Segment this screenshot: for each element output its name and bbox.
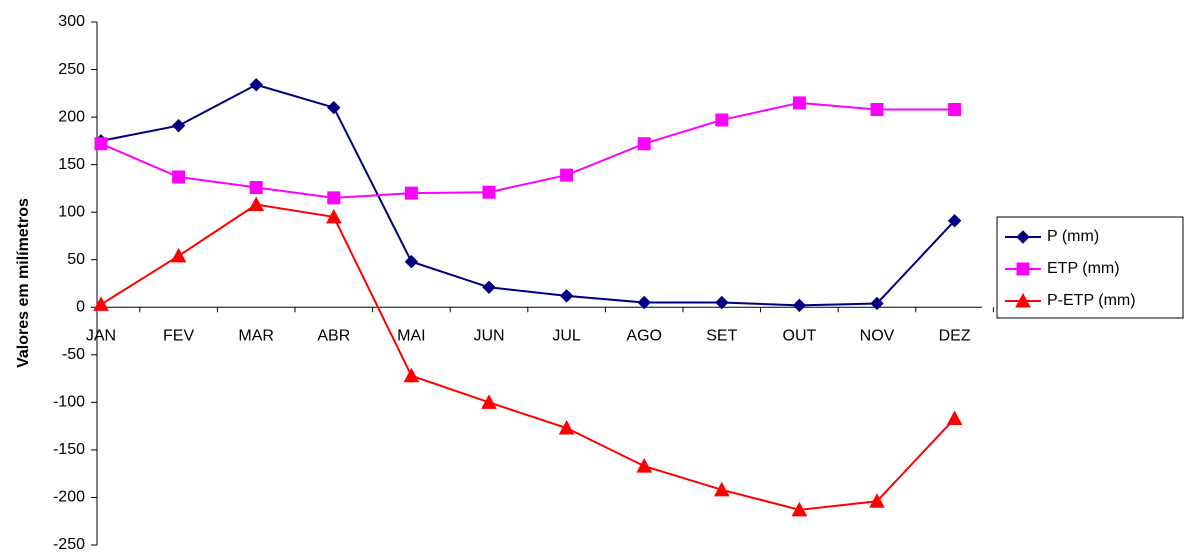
data-point xyxy=(792,298,807,313)
data-point xyxy=(481,394,497,409)
y-tick-label: 200 xyxy=(58,108,85,125)
data-point xyxy=(946,410,963,426)
x-tick-label: JUL xyxy=(552,327,581,344)
data-point xyxy=(404,186,418,200)
data-point xyxy=(325,208,342,224)
data-point xyxy=(170,247,187,263)
data-point xyxy=(249,78,263,92)
y-tick-label: 150 xyxy=(58,156,85,173)
series-line xyxy=(100,203,956,511)
data-point xyxy=(482,185,496,199)
y-tick-label: -200 xyxy=(53,489,85,506)
data-point xyxy=(713,481,730,497)
data-point xyxy=(715,295,729,310)
data-point xyxy=(93,296,109,311)
data-point xyxy=(248,196,265,212)
x-tick-label: NOV xyxy=(860,327,895,344)
legend-label: ETP (mm) xyxy=(1047,260,1120,277)
x-tick-label: AGO xyxy=(626,327,662,344)
x-tick-label: MAI xyxy=(397,327,425,344)
data-point xyxy=(870,102,884,116)
x-tick-label: FEV xyxy=(163,327,194,344)
data-point xyxy=(792,96,806,110)
y-tick-label: 250 xyxy=(58,61,85,78)
y-tick-label: 100 xyxy=(58,203,85,220)
series-line xyxy=(100,101,955,199)
legend-marker xyxy=(1015,292,1031,308)
legend-label: P-ETP (mm) xyxy=(1047,292,1136,309)
legend-marker xyxy=(1016,262,1030,276)
y-tick-label: -100 xyxy=(53,394,85,411)
y-tick-label: 0 xyxy=(76,298,85,315)
data-point xyxy=(559,289,574,303)
data-point xyxy=(403,367,420,383)
y-axis-title: Valores em milímetros xyxy=(15,198,32,368)
data-point xyxy=(327,191,341,205)
y-tick-label: 50 xyxy=(67,251,85,268)
data-point xyxy=(327,100,341,115)
data-point xyxy=(482,280,496,295)
data-point xyxy=(172,170,186,184)
data-point xyxy=(791,501,808,517)
data-point xyxy=(558,419,575,435)
data-point xyxy=(947,214,962,228)
data-point xyxy=(870,296,884,311)
x-tick-label: JAN xyxy=(86,327,116,344)
x-tick-label: DEZ xyxy=(939,327,971,344)
data-point xyxy=(404,254,419,269)
data-point xyxy=(637,137,651,151)
data-point xyxy=(94,137,108,151)
legend-label: P (mm) xyxy=(1047,228,1099,245)
data-point xyxy=(869,493,885,508)
data-point xyxy=(560,168,574,182)
y-tick-label: -150 xyxy=(53,441,85,458)
x-tick-label: JUN xyxy=(473,327,504,344)
y-tick-label: 300 xyxy=(58,13,85,30)
legend-marker xyxy=(1016,230,1030,244)
data-point xyxy=(171,118,186,133)
data-point xyxy=(636,458,653,473)
y-tick-label: -250 xyxy=(53,536,85,552)
x-tick-label: OUT xyxy=(783,327,817,344)
data-point xyxy=(715,113,729,127)
x-tick-label: SET xyxy=(706,327,737,344)
data-point xyxy=(637,295,651,310)
data-point xyxy=(249,180,263,194)
series-line xyxy=(100,83,956,307)
x-tick-label: MAR xyxy=(238,327,274,344)
x-tick-label: ABR xyxy=(317,327,350,344)
data-point xyxy=(948,102,962,116)
y-tick-label: -50 xyxy=(62,346,85,363)
